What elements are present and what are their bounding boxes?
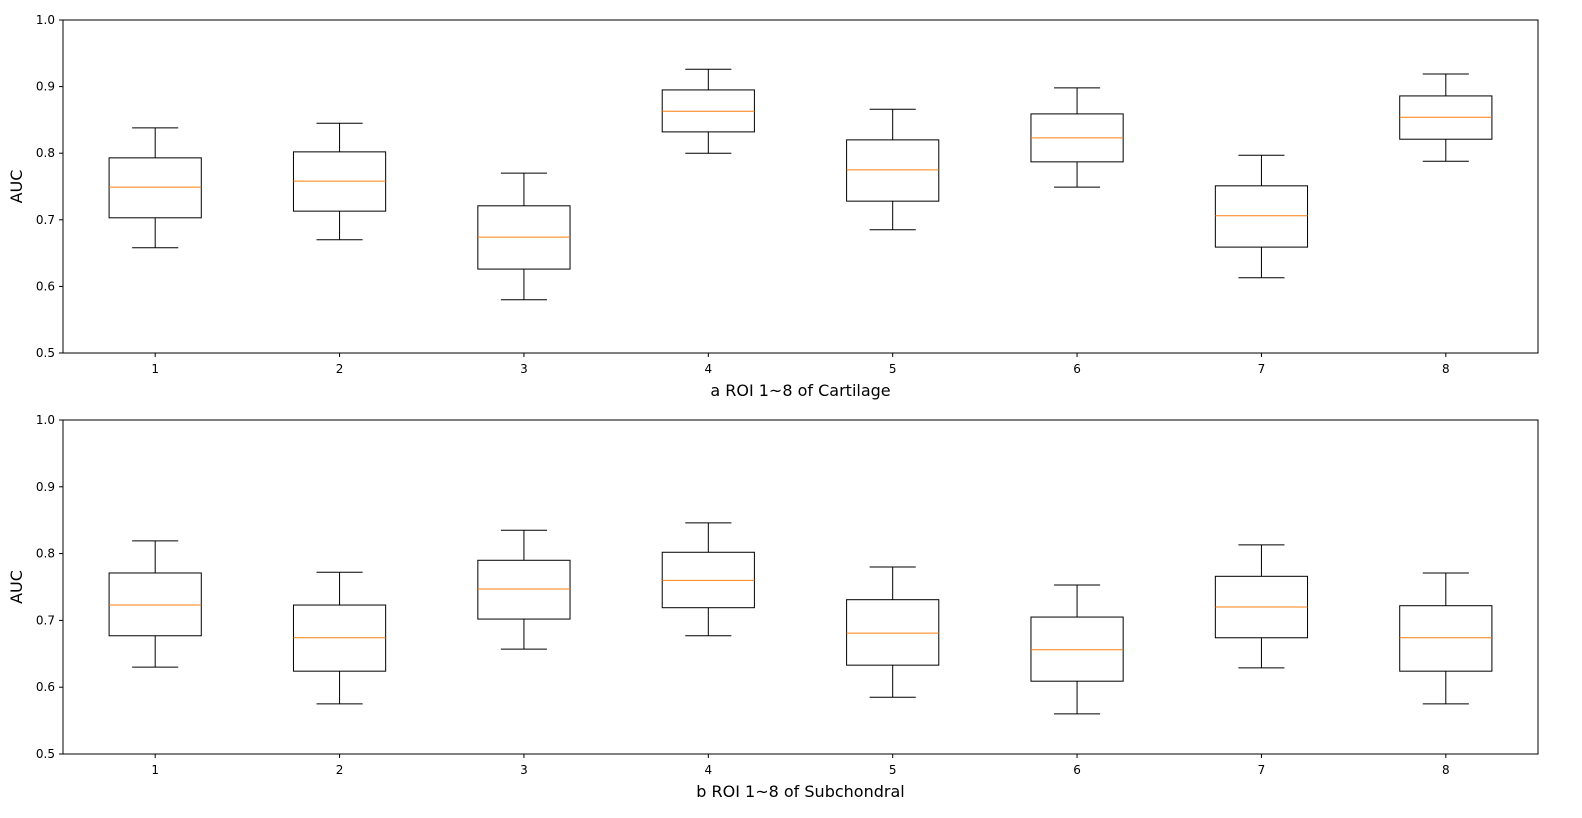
x-tick-label: 4 xyxy=(704,362,712,376)
y-tick-label: 0.6 xyxy=(36,279,55,293)
iqr-box xyxy=(846,139,940,202)
box-3 xyxy=(477,172,571,301)
x-axis-label: b ROI 1~8 of Subchondral xyxy=(696,782,904,801)
y-axis-label: AUC xyxy=(7,570,26,604)
y-tick-label: 1.0 xyxy=(36,413,55,427)
x-tick-label: 2 xyxy=(336,763,344,777)
chart-panel-2: 0.5 0.6 0.7 0.8 0.9 1.0 1 2 3 4 5 6 7 8 b ROI 1~8 of S… xyxy=(7,413,1539,801)
y-tick-label: 0.5 xyxy=(36,346,55,360)
x-tick-label: 4 xyxy=(704,763,712,777)
y-tick-label: 0.8 xyxy=(36,146,55,160)
box-5 xyxy=(846,566,940,698)
y-axis-label: AUC xyxy=(7,170,26,204)
x-tick-label: 8 xyxy=(1442,362,1450,376)
x-tick-label: 3 xyxy=(520,763,528,777)
x-tick-label: 8 xyxy=(1442,763,1450,777)
x-tick-label: 1 xyxy=(151,362,159,376)
x-tick-label: 3 xyxy=(520,362,528,376)
iqr-box xyxy=(108,572,202,637)
box-5 xyxy=(846,108,940,231)
box-2 xyxy=(292,571,387,705)
x-tick-label: 6 xyxy=(1073,763,1081,777)
box-7 xyxy=(1214,154,1309,279)
box-3 xyxy=(477,529,571,650)
iqr-box xyxy=(1030,616,1124,682)
chart-panel-1: 0.5 0.6 0.7 0.8 0.9 1.0 1 2 3 4 5 6 7 8 a ROI 1~8 of C… xyxy=(7,13,1539,400)
x-tick-label: 5 xyxy=(889,763,897,777)
box-1 xyxy=(108,540,202,668)
x-tick-label: 5 xyxy=(889,362,897,376)
x-tick-label: 7 xyxy=(1258,763,1266,777)
box-8 xyxy=(1399,73,1493,162)
iqr-box xyxy=(477,559,571,620)
iqr-box xyxy=(846,599,940,666)
box-6 xyxy=(1030,584,1124,715)
x-axis-label: a ROI 1~8 of Cartilage xyxy=(710,381,890,400)
box-4 xyxy=(661,522,755,637)
x-tick-label: 7 xyxy=(1258,362,1266,376)
iqr-box xyxy=(108,157,202,219)
x-tick-label: 6 xyxy=(1073,362,1081,376)
box-6 xyxy=(1030,87,1124,188)
box-2 xyxy=(292,122,387,241)
y-tick-label: 0.6 xyxy=(36,680,55,694)
box-1 xyxy=(108,127,202,249)
plot-frame xyxy=(62,419,1539,755)
y-tick-label: 0.7 xyxy=(36,213,55,227)
iqr-box xyxy=(1399,605,1493,672)
y-tick-label: 0.9 xyxy=(36,480,55,494)
y-tick-label: 0.8 xyxy=(36,547,55,561)
box-8 xyxy=(1399,572,1493,705)
x-tick-label: 1 xyxy=(151,763,159,777)
plot-frame xyxy=(62,19,1539,354)
box-4 xyxy=(661,68,755,154)
y-tick-label: 0.5 xyxy=(36,747,55,761)
box-7 xyxy=(1214,544,1309,669)
x-tick-label: 2 xyxy=(336,362,344,376)
iqr-box xyxy=(1214,185,1309,248)
y-tick-label: 0.9 xyxy=(36,80,55,94)
y-tick-label: 1.0 xyxy=(36,13,55,27)
y-tick-label: 0.7 xyxy=(36,613,55,627)
